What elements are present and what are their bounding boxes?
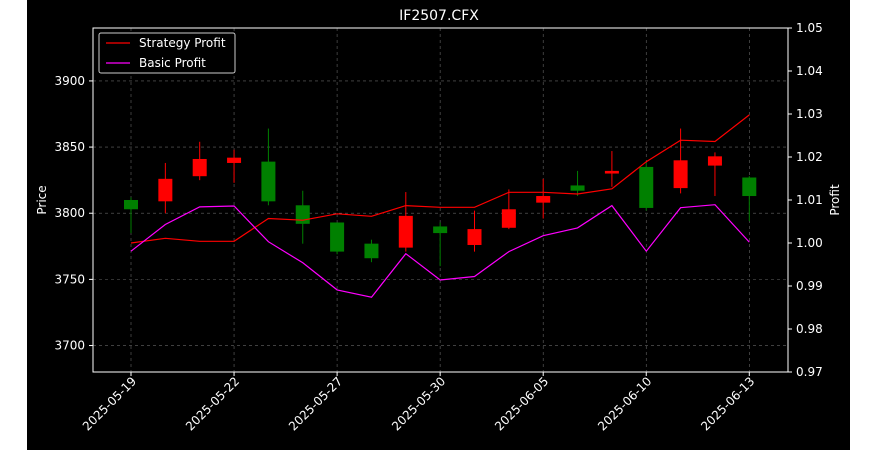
price-tick-label: 3800 [54, 206, 85, 220]
profit-tick-label: 1.01 [796, 193, 823, 207]
date-tick-label: 2025-06-10 [595, 374, 654, 433]
strategy-profit-line [130, 114, 750, 244]
basic-profit-line [130, 204, 750, 298]
candle-body [639, 166, 654, 208]
profit-tick-label: 0.97 [796, 365, 823, 379]
left-axis-label: Price [35, 185, 49, 214]
profit-tick-label: 0.98 [796, 322, 823, 336]
candle-body [707, 156, 722, 166]
candle-body [261, 161, 276, 202]
date-tick-label: 2025-05-22 [183, 374, 242, 433]
profit-tick-label: 1.00 [796, 236, 823, 250]
price-tick-label: 3900 [54, 74, 85, 88]
candle-body [433, 226, 448, 234]
chart-figure: IF2507.CFX 3700 3750 3800 3850 3900 0.97 0.98 0… [27, 0, 850, 450]
date-tick-label: 2025-05-19 [80, 374, 139, 433]
price-tick-label: 3700 [54, 339, 85, 353]
grid-layer [93, 28, 788, 372]
candle-body [364, 243, 379, 259]
legend-label-basic: Basic Profit [139, 56, 206, 70]
date-tick-label: 2025-06-13 [698, 374, 757, 433]
candle-body [192, 158, 207, 177]
chart-svg: IF2507.CFX 3700 3750 3800 3850 3900 0.97 0.98 0… [35, 8, 842, 433]
chart-title: IF2507.CFX [399, 8, 479, 24]
candle-body [536, 196, 551, 203]
candle-body [570, 185, 585, 191]
profit-tick-label: 0.99 [796, 279, 823, 293]
right-axis-label: Profit [828, 184, 842, 216]
profit-tick-label: 1.03 [796, 107, 823, 121]
candle-body [227, 157, 242, 163]
price-tick-label: 3850 [54, 140, 85, 154]
candle-body [673, 160, 688, 189]
candle-body [124, 200, 138, 210]
profit-lines-layer [130, 114, 750, 298]
legend-label-strategy: Strategy Profit [139, 36, 226, 50]
candle-body [467, 229, 482, 245]
candle-body [295, 205, 310, 224]
plot-frame [92, 27, 789, 373]
candle-body [604, 170, 619, 174]
candle-body [330, 222, 345, 252]
date-tick-label: 2025-05-30 [389, 374, 448, 433]
candle-body [501, 209, 516, 228]
date-tick-label: 2025-05-27 [286, 374, 345, 433]
profit-tick-label: 1.02 [796, 150, 823, 164]
candle-body [158, 178, 173, 202]
legend: Strategy Profit Basic Profit [98, 32, 236, 74]
candles-layer [124, 128, 757, 267]
candle-body [398, 215, 413, 248]
date-tick-label: 2025-06-05 [492, 374, 551, 433]
candle-body [742, 177, 757, 197]
legend-box [98, 32, 236, 74]
profit-tick-label: 1.05 [796, 21, 823, 35]
profit-tick-label: 1.04 [796, 64, 823, 78]
price-tick-label: 3750 [54, 272, 85, 286]
